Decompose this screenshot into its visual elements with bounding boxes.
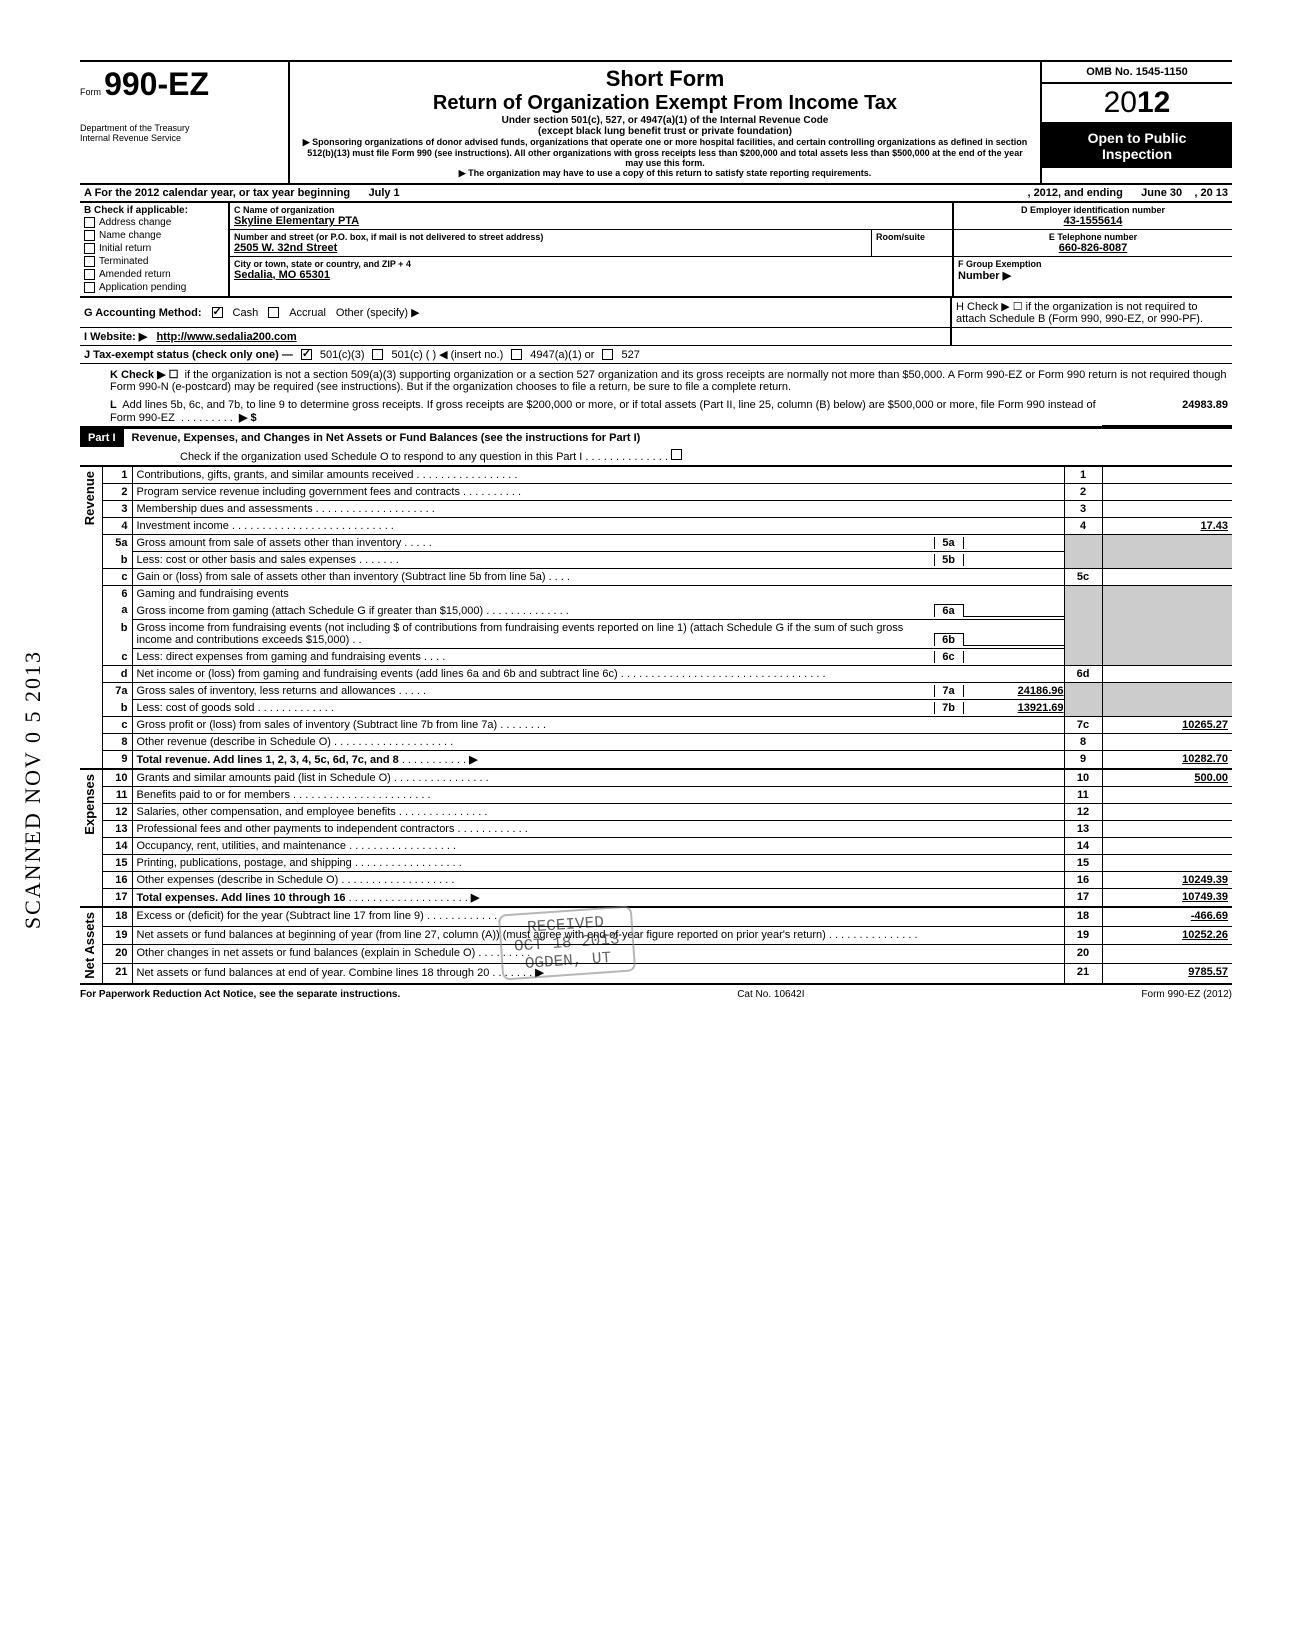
- expenses-label: Expenses: [80, 770, 99, 839]
- section-k: K Check ▶ ☐ if the organization is not a…: [80, 364, 1232, 397]
- scanned-stamp: SCANNED NOV 0 5 2013: [20, 650, 46, 929]
- subtitle-1: Under section 501(c), 527, or 4947(a)(1)…: [298, 115, 1032, 126]
- section-h: H Check ▶ ☐ if the organization is not r…: [956, 301, 1203, 325]
- header-note-1: ▶ Sponsoring organizations of donor advi…: [298, 137, 1032, 168]
- netassets-label: Net Assets: [80, 908, 99, 983]
- city-label: City or town, state or country, and ZIP …: [234, 259, 948, 269]
- section-l: L Add lines 5b, 6c, and 7b, to line 9 to…: [80, 397, 1232, 428]
- received-stamp: RECEIVED OCT 18 2013 OGDEN, UT: [498, 905, 636, 980]
- room-label: Room/suite: [876, 232, 948, 242]
- section-b-header: B Check if applicable:: [84, 205, 188, 216]
- city-value: Sedalia, MO 65301: [234, 269, 948, 281]
- tax-year: 2012: [1042, 84, 1232, 124]
- check-527[interactable]: [602, 349, 613, 360]
- open-public: Open to Public: [1046, 130, 1228, 146]
- form-number: 990-EZ: [104, 66, 209, 102]
- check-initial-return[interactable]: Initial return: [84, 242, 224, 255]
- website-value: http://www.sedalia200.com: [156, 331, 296, 343]
- irs-label: Internal Revenue Service: [80, 133, 280, 143]
- revenue-label: Revenue: [80, 467, 99, 529]
- section-e-label: E Telephone number: [958, 232, 1228, 242]
- section-f-number: Number ▶: [958, 269, 1228, 282]
- main-title: Return of Organization Exempt From Incom…: [298, 92, 1032, 115]
- header-note-2: ▶ The organization may have to use a cop…: [298, 168, 1032, 179]
- street-label: Number and street (or P.O. box, if mail …: [234, 232, 867, 242]
- street-value: 2505 W. 32nd Street: [234, 242, 867, 254]
- gross-receipts: 24983.89: [1102, 397, 1232, 426]
- sections-b-to-f: B Check if applicable: Address change Na…: [80, 203, 1232, 298]
- check-schedule-o[interactable]: [671, 449, 682, 460]
- check-501c[interactable]: [372, 349, 383, 360]
- part-1-header: Part I Revenue, Expenses, and Changes in…: [80, 428, 1232, 447]
- part-1-check: Check if the organization used Schedule …: [80, 447, 1232, 466]
- org-name: Skyline Elementary PTA: [234, 215, 948, 227]
- check-app-pending[interactable]: Application pending: [84, 281, 224, 294]
- dept-treasury: Department of the Treasury: [80, 123, 280, 133]
- short-form-title: Short Form: [298, 66, 1032, 92]
- section-a-period: A For the 2012 calendar year, or tax yea…: [80, 185, 1232, 203]
- section-d-label: D Employer identification number: [958, 205, 1228, 215]
- omb-number: OMB No. 1545-1150: [1042, 62, 1232, 84]
- check-501c3[interactable]: [301, 349, 312, 360]
- check-accrual[interactable]: [268, 307, 279, 318]
- check-terminated[interactable]: Terminated: [84, 255, 224, 268]
- section-f-label: F Group Exemption: [958, 259, 1228, 269]
- part-1-table: Revenue 1 Contributions, gifts, grants, …: [80, 466, 1232, 985]
- check-address-change[interactable]: Address change: [84, 216, 224, 229]
- form-prefix: Form: [80, 87, 101, 97]
- section-c-label: C Name of organization: [234, 205, 948, 215]
- row-j: J Tax-exempt status (check only one) — 5…: [80, 346, 1232, 364]
- inspection: Inspection: [1046, 146, 1228, 162]
- check-amended[interactable]: Amended return: [84, 268, 224, 281]
- check-cash[interactable]: [212, 307, 223, 318]
- row-i: I Website: ▶ http://www.sedalia200.com: [80, 328, 1232, 346]
- ein-value: 43-1555614: [958, 215, 1228, 227]
- page-footer: For Paperwork Reduction Act Notice, see …: [80, 985, 1232, 1000]
- form-header: Form 990-EZ Department of the Treasury I…: [80, 60, 1232, 185]
- check-4947[interactable]: [511, 349, 522, 360]
- phone-value: 660-826-8087: [958, 242, 1228, 254]
- check-name-change[interactable]: Name change: [84, 229, 224, 242]
- row-g-h: G Accounting Method: Cash Accrual Other …: [80, 298, 1232, 328]
- subtitle-2: (except black lung benefit trust or priv…: [298, 126, 1032, 137]
